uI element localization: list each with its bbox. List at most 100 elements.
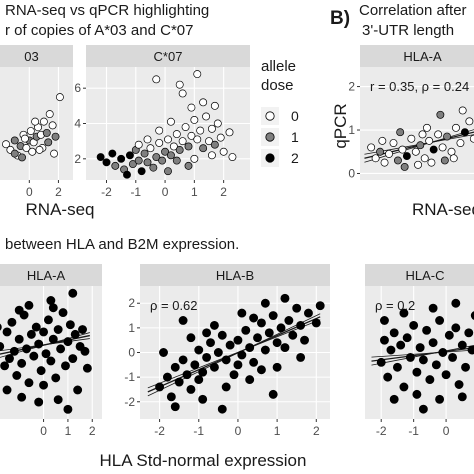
data-point: [17, 392, 27, 402]
panel-strip: [86, 45, 250, 67]
y-tick-label: 1: [348, 123, 355, 137]
data-point: [24, 300, 34, 310]
data-point: [205, 137, 213, 146]
data-point: [10, 136, 19, 145]
data-point: [155, 138, 164, 147]
data-point: [376, 147, 385, 156]
data-point: [420, 154, 429, 163]
panel-b-y-axis-title: qPCR: [331, 103, 350, 148]
data-point: [0, 323, 2, 331]
panel-c-hla-b: HLA-B ρ = 0.62 -2 -1 0 1 2 -2 -1 0 1 2: [124, 264, 330, 438]
data-point: [249, 313, 259, 323]
data-point: [398, 145, 407, 154]
strip-label: HLA-C: [405, 268, 444, 283]
panel-b-heading-line1: Correlation after: [359, 2, 467, 19]
data-point: [233, 335, 243, 345]
y-tick-label: 0: [128, 346, 135, 360]
data-point: [63, 337, 73, 347]
panel-a-heading-line1: RNA-seq vs qPCR highlighting: [5, 2, 209, 19]
data-point: [50, 149, 59, 158]
data-point: [276, 323, 286, 333]
data-point: [42, 128, 51, 137]
data-point: [376, 357, 386, 367]
data-point: [58, 308, 68, 318]
data-point: [249, 357, 259, 367]
x-tick-label: -1: [408, 424, 419, 438]
data-point: [447, 147, 456, 156]
data-point: [443, 132, 452, 141]
data-point: [260, 345, 270, 355]
data-point: [53, 395, 63, 405]
data-point: [63, 404, 73, 414]
top-left-x-axis-title: RNA-seq: [26, 200, 95, 219]
data-point: [427, 158, 436, 167]
data-point: [123, 170, 131, 179]
panel-a-left: 03 0 2: [0, 45, 73, 199]
data-point: [187, 131, 196, 140]
data-point: [457, 392, 467, 402]
data-point: [228, 153, 237, 161]
data-point: [178, 137, 187, 146]
y-tick-label: 4: [74, 117, 81, 131]
data-point: [221, 355, 231, 365]
data-point: [464, 328, 474, 338]
panel-b-heading-line2: 3'-UTR length: [362, 22, 454, 39]
data-point: [80, 346, 90, 356]
data-point: [412, 389, 422, 399]
data-point: [425, 136, 434, 145]
data-point: [207, 124, 216, 133]
data-point: [14, 334, 24, 344]
data-point: [380, 158, 389, 167]
data-point: [237, 350, 247, 360]
data-point: [111, 161, 120, 170]
data-point: [31, 117, 40, 126]
data-point: [143, 158, 152, 167]
y-tick-label: 6: [74, 81, 81, 95]
data-point: [194, 345, 204, 355]
data-point: [55, 93, 64, 102]
data-point: [26, 329, 36, 339]
data-point: [380, 316, 389, 325]
data-point: [418, 355, 428, 365]
correlation-annotation: r = 0.35, ρ = 0.24: [370, 79, 469, 94]
y-tick-label: 2: [74, 152, 81, 166]
data-point: [22, 144, 31, 152]
x-tick-label: 1: [65, 424, 72, 438]
data-point: [169, 142, 178, 151]
data-point: [152, 75, 161, 84]
data-point: [164, 135, 172, 144]
data-point: [70, 329, 80, 339]
data-point: [43, 315, 53, 325]
data-point: [441, 370, 451, 380]
x-tick-label: 1: [274, 424, 281, 438]
data-point: [56, 344, 66, 354]
x-tick-label: 0: [26, 185, 33, 199]
data-point: [149, 163, 158, 172]
data-point: [202, 352, 212, 362]
data-point: [210, 101, 219, 110]
data-point: [383, 372, 393, 382]
data-point: [187, 103, 196, 112]
data-point: [399, 382, 409, 392]
data-point: [174, 377, 184, 387]
panel-strip: [365, 264, 474, 286]
data-point: [9, 346, 19, 356]
data-point: [46, 356, 56, 366]
y-tick-label: 2: [128, 296, 135, 310]
data-point: [170, 402, 180, 412]
data-point: [292, 303, 302, 313]
data-point: [378, 136, 387, 145]
x-tick-label: -2: [154, 424, 165, 438]
data-point: [448, 352, 458, 362]
data-point: [396, 128, 405, 137]
trend-line: [371, 347, 474, 362]
data-point: [233, 360, 243, 370]
data-point: [440, 156, 449, 165]
x-tick-label: 2: [89, 424, 96, 438]
data-point: [2, 385, 12, 395]
data-point: [396, 340, 406, 350]
data-point: [39, 117, 48, 126]
data-point: [389, 328, 399, 338]
data-point: [199, 98, 208, 107]
